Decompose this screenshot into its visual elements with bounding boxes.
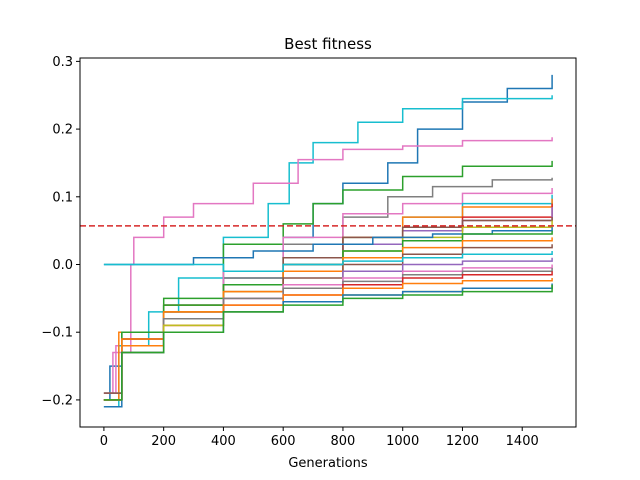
series-line-12: [103, 227, 553, 266]
y-tick-label: 0.2: [52, 123, 73, 138]
axes-frame: [79, 57, 577, 428]
x-tick-label: 400: [211, 434, 236, 449]
y-tick-label: 0.3: [52, 55, 73, 70]
y-tick-label: 0.1: [52, 190, 73, 205]
x-tick-label: 600: [271, 434, 296, 449]
x-tick-label: 1000: [386, 434, 419, 449]
series-line-1: [103, 95, 553, 408]
x-axis-label: Generations: [288, 456, 368, 471]
x-tick-label: 0: [100, 434, 108, 449]
x-axis: 0 200 400 600 800 1000 1200 1400: [100, 427, 539, 449]
series-line-21: [103, 278, 553, 401]
y-axis: −0.2 −0.1 0.0 0.1 0.2 0.3: [41, 55, 80, 408]
y-tick-label: −0.1: [41, 326, 73, 341]
series-line-16: [103, 251, 553, 273]
x-tick-label: 200: [151, 434, 176, 449]
x-tick-label: 800: [331, 434, 356, 449]
series-line-2: [103, 137, 553, 394]
chart-title: Best fitness: [284, 35, 372, 53]
y-tick-label: −0.2: [41, 393, 73, 408]
x-tick-label: 1200: [446, 434, 479, 449]
series-line-24: [103, 284, 553, 401]
y-tick-label: 0.0: [52, 258, 73, 273]
x-tick-label: 1400: [506, 434, 539, 449]
plot-area: [80, 74, 576, 408]
